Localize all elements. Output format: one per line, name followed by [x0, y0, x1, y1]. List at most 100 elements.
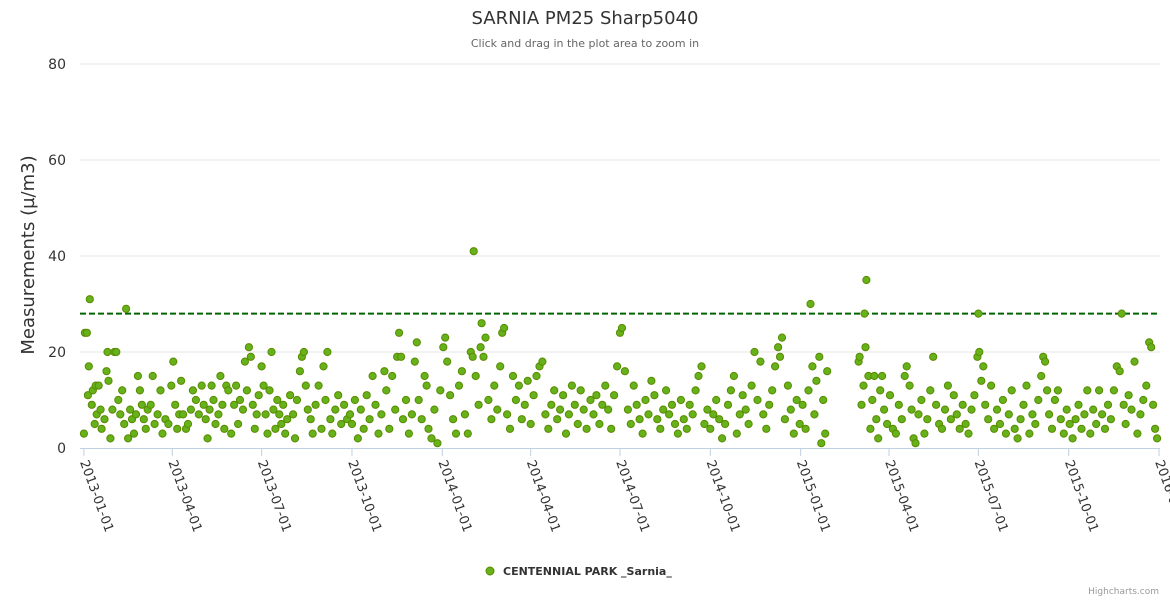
data-point[interactable] — [738, 391, 747, 400]
data-point[interactable] — [150, 419, 159, 429]
data-point[interactable] — [517, 415, 526, 424]
data-point[interactable] — [286, 391, 295, 400]
data-point[interactable] — [477, 319, 486, 328]
data-point[interactable] — [995, 419, 1005, 429]
data-point[interactable] — [1007, 386, 1016, 395]
data-point[interactable] — [920, 429, 929, 438]
data-point[interactable] — [463, 429, 472, 438]
data-point[interactable] — [977, 376, 986, 385]
data-point[interactable] — [209, 395, 218, 405]
data-point[interactable] — [998, 395, 1008, 405]
data-point[interactable] — [1092, 419, 1101, 429]
data-point[interactable] — [1074, 400, 1083, 409]
data-point[interactable] — [613, 362, 622, 371]
data-point[interactable] — [815, 352, 824, 361]
data-point[interactable] — [860, 309, 869, 318]
data-point[interactable] — [177, 376, 186, 385]
credits-link[interactable]: Highcharts.com — [1088, 587, 1159, 597]
data-point[interactable] — [487, 415, 496, 424]
data-point[interactable] — [541, 410, 550, 419]
data-point[interactable] — [451, 429, 461, 438]
data-point[interactable] — [220, 424, 229, 433]
data-point[interactable] — [388, 371, 397, 381]
data-point[interactable] — [900, 371, 909, 381]
data-point[interactable] — [1147, 343, 1156, 352]
data-point[interactable] — [929, 352, 938, 361]
data-point[interactable] — [586, 395, 595, 405]
data-point[interactable] — [1013, 434, 1022, 443]
data-point[interactable] — [398, 415, 408, 424]
data-point[interactable] — [808, 362, 817, 371]
data-point[interactable] — [990, 424, 999, 433]
data-point[interactable] — [570, 400, 579, 409]
data-point[interactable] — [987, 381, 996, 390]
data-point[interactable] — [347, 419, 357, 429]
data-point[interactable] — [203, 434, 212, 443]
data-point[interactable] — [862, 275, 871, 285]
data-point[interactable] — [1001, 429, 1011, 438]
data-point[interactable] — [526, 419, 535, 429]
data-point[interactable] — [490, 381, 499, 390]
data-point[interactable] — [878, 371, 887, 381]
data-point[interactable] — [496, 362, 505, 371]
data-point[interactable] — [626, 419, 635, 429]
data-point[interactable] — [158, 429, 167, 438]
data-point[interactable] — [214, 410, 223, 419]
data-point[interactable] — [476, 343, 485, 352]
data-point[interactable] — [607, 424, 616, 433]
data-point[interactable] — [709, 410, 718, 419]
data-point[interactable] — [673, 429, 683, 438]
data-point[interactable] — [617, 323, 627, 333]
data-point[interactable] — [439, 343, 448, 352]
data-point[interactable] — [538, 357, 547, 366]
data-point[interactable] — [244, 343, 253, 352]
data-point[interactable] — [1056, 415, 1065, 424]
data-point[interactable] — [1010, 424, 1019, 433]
data-point[interactable] — [106, 434, 115, 443]
data-point[interactable] — [592, 391, 601, 400]
data-point[interactable] — [250, 424, 259, 433]
data-point[interactable] — [964, 429, 973, 438]
data-point[interactable] — [564, 410, 574, 419]
data-point[interactable] — [859, 381, 868, 390]
data-point[interactable] — [146, 400, 155, 409]
data-point[interactable] — [777, 333, 787, 342]
data-point[interactable] — [1142, 381, 1151, 390]
data-point[interactable] — [949, 391, 958, 400]
data-point[interactable] — [1153, 434, 1162, 443]
data-point[interactable] — [433, 439, 442, 448]
data-point[interactable] — [97, 424, 106, 433]
data-point[interactable] — [380, 367, 389, 376]
data-point[interactable] — [923, 415, 932, 424]
data-point[interactable] — [279, 400, 288, 409]
data-point[interactable] — [1019, 400, 1028, 409]
data-point[interactable] — [979, 362, 988, 371]
data-point[interactable] — [635, 415, 644, 424]
data-point[interactable] — [520, 400, 529, 409]
data-point[interactable] — [876, 386, 885, 395]
data-point[interactable] — [880, 405, 889, 414]
data-point[interactable] — [407, 410, 416, 419]
legend[interactable]: CENTENNIAL PARK _Sarnia_ — [485, 565, 672, 578]
data-point[interactable] — [205, 405, 214, 414]
data-point[interactable] — [232, 381, 241, 390]
data-point[interactable] — [679, 415, 688, 424]
data-point[interactable] — [167, 381, 176, 390]
data-point[interactable] — [932, 400, 941, 409]
data-point[interactable] — [1050, 395, 1060, 405]
data-point[interactable] — [328, 429, 337, 438]
data-point[interactable] — [732, 429, 741, 438]
data-point[interactable] — [907, 405, 916, 414]
data-point[interactable] — [1115, 367, 1124, 376]
data-point[interactable] — [273, 395, 282, 405]
data-point[interactable] — [186, 405, 195, 414]
data-point[interactable] — [1136, 410, 1145, 419]
data-point[interactable] — [164, 419, 173, 429]
data-point[interactable] — [804, 386, 813, 395]
data-point[interactable] — [227, 429, 236, 438]
data-point[interactable] — [544, 424, 553, 433]
data-point[interactable] — [94, 381, 103, 390]
data-point[interactable] — [281, 429, 290, 438]
data-point[interactable] — [926, 386, 935, 395]
